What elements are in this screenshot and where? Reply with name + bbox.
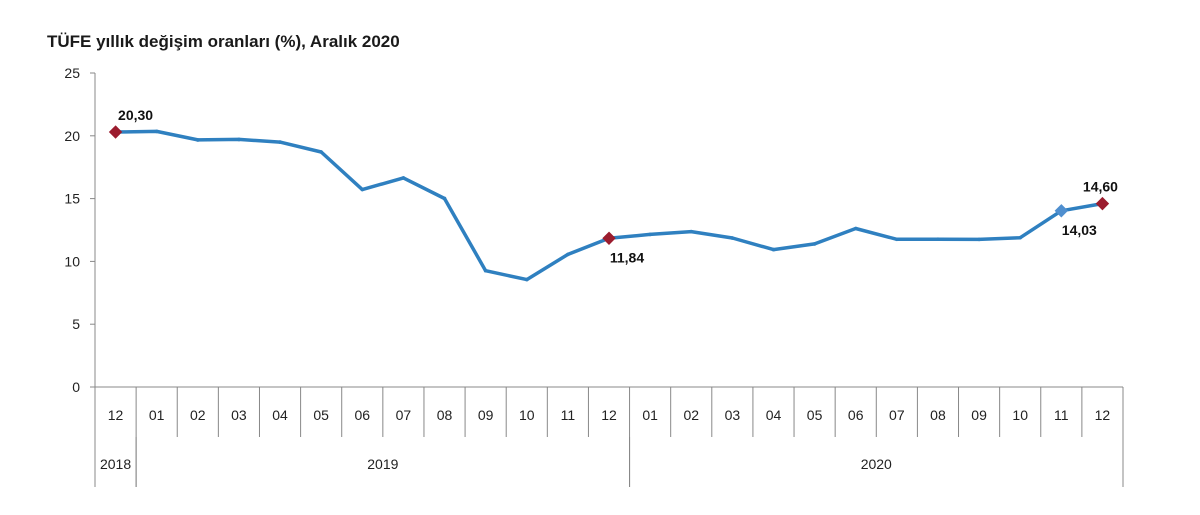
highlight-marker (1095, 196, 1110, 211)
data-point (1018, 235, 1022, 240)
data-point (360, 187, 365, 192)
x-tick-label: 12 (108, 407, 124, 423)
highlight-marker (108, 125, 123, 139)
x-year-label: 2020 (861, 456, 892, 472)
x-tick-label: 04 (766, 407, 782, 423)
x-tick-label: 09 (478, 407, 494, 423)
data-point (278, 140, 282, 144)
x-tick-label: 09 (971, 407, 987, 423)
x-tick-label: 10 (1012, 407, 1028, 423)
chart-title: TÜFE yıllık değişim oranları (%), Aralık… (47, 32, 400, 51)
x-tick-label: 03 (725, 407, 741, 423)
y-axis: 0 5 10 15 20 25 (64, 65, 96, 395)
x-tick-label: 05 (807, 407, 823, 423)
data-label: 14,60 (1083, 179, 1118, 195)
x-tick-label: 07 (396, 407, 412, 423)
x-year-label: 2018 (100, 456, 131, 472)
x-tick-label: 01 (149, 407, 165, 423)
y-tick-label: 25 (64, 65, 80, 81)
data-label: 14,03 (1062, 222, 1097, 238)
data-point (648, 232, 652, 237)
x-axis: 12 01 02 03 04 05 06 07 08 09 10 11 12 01 02 03 04 05 06 07… (94, 386, 1124, 487)
x-tick-label: 01 (642, 407, 658, 423)
highlight-marker (1054, 204, 1069, 218)
x-tick-label: 06 (848, 407, 864, 423)
y-tick-label: 0 (72, 379, 80, 395)
data-point (895, 237, 899, 242)
data-point (483, 268, 488, 273)
data-point (401, 176, 406, 180)
x-tick-label: 03 (231, 407, 247, 423)
data-point (442, 196, 447, 201)
x-tick-label: 11 (1054, 407, 1069, 423)
data-point (566, 252, 570, 257)
data-point (524, 277, 529, 282)
x-tick-label: 10 (519, 407, 535, 423)
x-tick-label: 04 (272, 407, 288, 423)
data-point (853, 226, 858, 231)
data-point (319, 150, 323, 154)
data-label: 20,30 (118, 107, 153, 123)
x-year-label: 2019 (367, 456, 398, 472)
data-label: 11,84 (610, 249, 644, 265)
data-point (730, 236, 735, 240)
x-tick-label: 06 (354, 407, 370, 423)
data-point (812, 242, 817, 246)
x-tick-label: 08 (930, 407, 946, 423)
x-tick-label: 11 (561, 407, 576, 423)
data-point (977, 237, 981, 242)
y-tick-label: 10 (64, 253, 80, 269)
y-tick-label: 5 (72, 316, 80, 332)
data-point (689, 229, 694, 234)
x-tick-label: 12 (1095, 407, 1111, 423)
x-tick-label: 12 (601, 407, 617, 423)
data-point (237, 137, 241, 142)
x-tick-label: 02 (190, 407, 206, 423)
highlight-marker (602, 231, 616, 245)
y-tick-label: 15 (64, 191, 80, 207)
plot-area: 20,30 11,84 14,03 14,60 (108, 107, 1118, 282)
data-point (196, 138, 200, 142)
x-tick-label: 07 (889, 407, 905, 423)
x-tick-label: 02 (683, 407, 699, 423)
data-point (936, 237, 940, 241)
x-tick-label: 05 (313, 407, 329, 423)
y-tick-label: 20 (64, 128, 80, 144)
x-tick-label: 08 (437, 407, 453, 423)
data-point (154, 129, 159, 134)
data-point (771, 247, 776, 252)
